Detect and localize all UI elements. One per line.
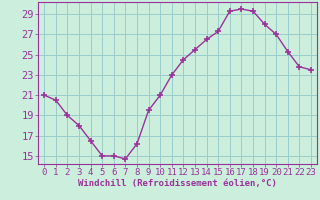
X-axis label: Windchill (Refroidissement éolien,°C): Windchill (Refroidissement éolien,°C) bbox=[78, 179, 277, 188]
